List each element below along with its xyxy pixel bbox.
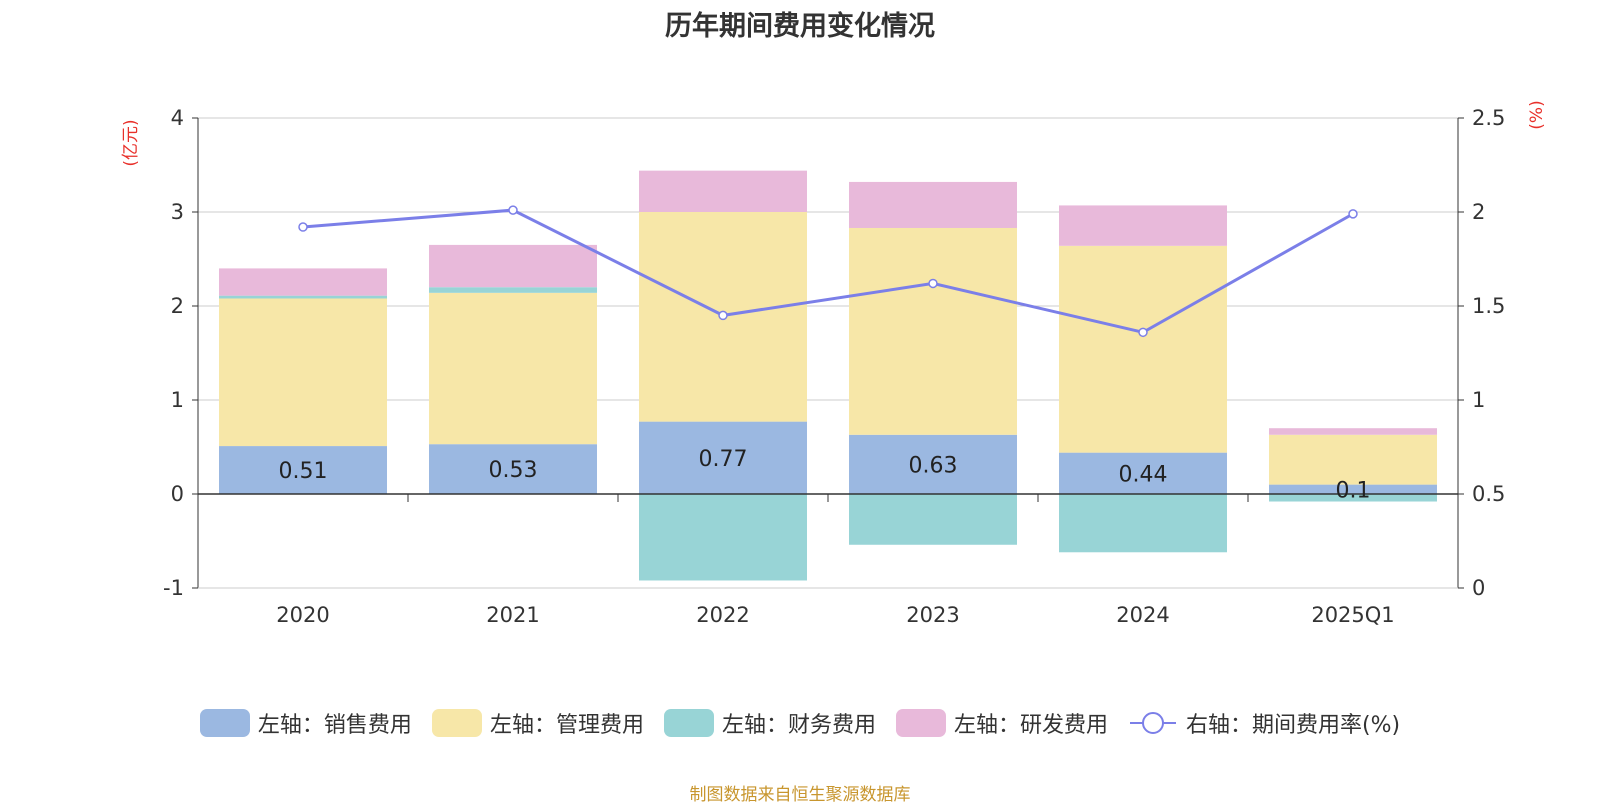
bar-segment [429,444,597,494]
bar-segment [1059,245,1227,453]
source-note: 制图数据来自恒生聚源数据库 [689,785,911,805]
line-layer [298,205,1358,338]
bar-segment [1059,452,1227,494]
legend-label: 左轴：研发费用 [953,713,1108,738]
y-right-axis-title: (%) [1527,100,1547,129]
bar-segment [639,494,807,581]
y-right-tick-label: 1.5 [1472,294,1505,318]
legend-swatch [895,709,946,737]
legend-swatch [199,709,250,737]
legend-label: 左轴：财务费用 [721,713,876,738]
data-label: 0.1 [1336,478,1371,503]
expense-rate-point [928,278,938,289]
bar-segment [219,446,387,494]
bar-segment [849,227,1017,435]
bar-segment [849,181,1017,228]
axis-layer: 4 3 2 1 0 -1 2.5 2 1.5 1 0.5 0 2020 2021 2022 2023 2024 2… [163,106,1505,627]
bar-segment [639,421,807,494]
legend-swatch [663,709,714,737]
legend: 左轴：销售费用 左轴：管理费用 左轴：财务费用 左轴：研发费用 右轴：期间费用率… [0,705,1600,741]
y-left-tick-label: -1 [163,576,184,600]
bar-segment [219,268,387,296]
expense-rate-point [508,205,518,215]
y-right-tick-label: 1 [1472,388,1485,412]
bar-segment [429,292,597,445]
bar-segment [1059,205,1227,246]
data-label: 0.53 [489,458,538,483]
bar-segment [849,434,1017,494]
y-left-tick-label: 3 [171,200,184,224]
y-left-tick-label: 4 [171,106,184,130]
legend-swatch [431,709,482,737]
expense-rate-point [298,222,308,232]
y-right-tick-label: 0 [1472,576,1485,600]
bar-segment [849,494,1017,545]
bar-segment [1269,484,1437,494]
grid-lines [198,117,1458,589]
y-right-tick-label: 0.5 [1472,482,1505,506]
chart-title: 历年期间费用变化情况 [665,11,935,42]
bar-segment [1269,428,1437,435]
chart-plot: 4 3 2 1 0 -1 2.5 2 1.5 1 0.5 0 2020 2021 2022 2023 2024 2… [121,100,1547,627]
bar-segment [219,295,387,299]
y-right-tick-label: 2 [1472,200,1485,224]
data-label: 0.51 [279,459,328,484]
x-tick-label: 2022 [696,603,749,627]
expense-rate-point [718,310,728,321]
legend-item-rnd[interactable]: 左轴：研发费用 [895,707,1108,739]
bar-segment [639,170,807,212]
x-tick-label: 2020 [276,603,329,627]
legend-item-sales[interactable]: 左轴：销售费用 [199,707,412,739]
y-left-tick-label: 0 [171,482,184,506]
bar-segment [429,287,597,293]
data-label: 0.77 [699,447,748,472]
expense-rate-point [1348,209,1358,219]
x-tick-label: 2023 [906,603,959,627]
legend-label: 左轴：销售费用 [257,713,412,738]
line-marker-icon [1129,712,1176,734]
legend-item-finance[interactable]: 左轴：财务费用 [663,707,876,739]
data-label-layer: 0.51 0.53 0.77 0.63 0.44 0.1 [279,447,1371,503]
bar-segment [1059,494,1227,553]
x-tick-label: 2024 [1116,603,1169,627]
y-right-tick-label: 2.5 [1472,106,1505,130]
y-left-tick-label: 1 [171,388,184,412]
legend-item-expense-rate[interactable]: 右轴：期间费用率(%) [1128,707,1400,739]
x-tick-label: 2025Q1 [1311,603,1394,627]
expense-rate-line [302,208,1354,334]
data-label: 0.44 [1119,462,1168,487]
data-label: 0.63 [909,453,958,478]
bar-segment [429,244,597,288]
bar-segment [219,298,387,447]
legend-label: 右轴：期间费用率(%) [1185,713,1401,738]
y-left-tick-label: 2 [171,294,184,318]
bar-segment [1269,434,1437,485]
legend-item-admin[interactable]: 左轴：管理费用 [431,707,644,739]
bar-layer [219,170,1437,581]
bar-segment [1269,494,1437,502]
x-tick-label: 2021 [486,603,539,627]
expense-rate-point [1138,327,1148,338]
y-left-axis-title: (亿元) [121,119,141,166]
legend-label: 左轴：管理费用 [489,713,644,738]
